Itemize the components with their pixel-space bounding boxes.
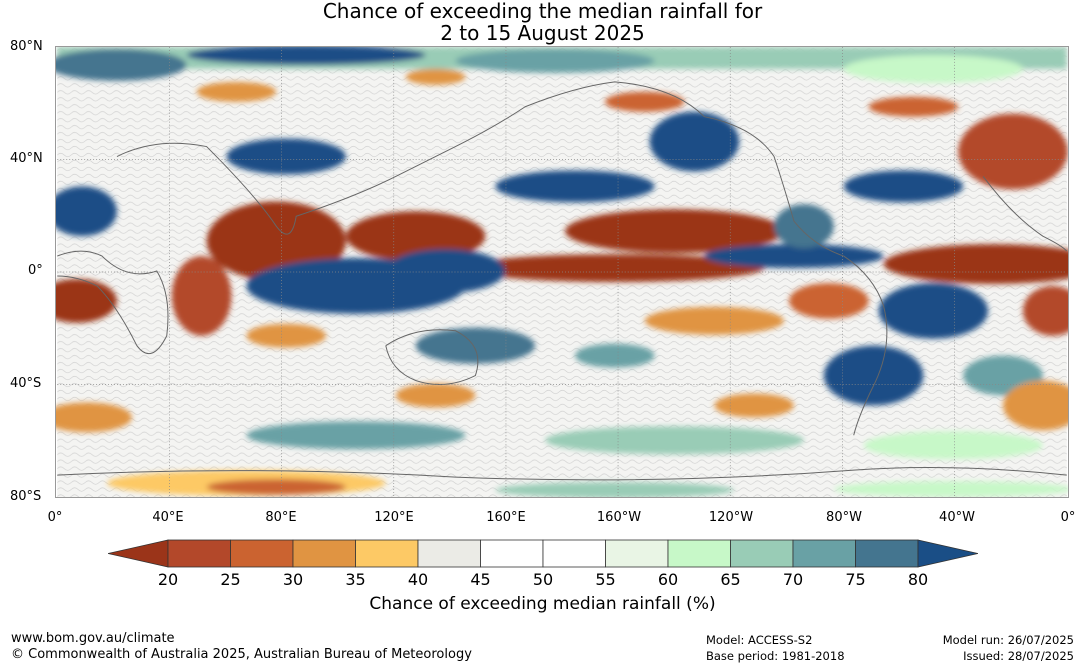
colorbar-cell [855, 539, 919, 568]
base-period: Base period: 1981-2018 [706, 649, 845, 663]
colorbar-tick-label: 50 [532, 570, 554, 589]
lon-label-80e: 80°E [265, 510, 297, 525]
colorbar-tick-label: 60 [657, 570, 679, 589]
colorbar-cell [417, 539, 481, 568]
lon-label-40w: 40°W [939, 510, 975, 525]
colorbar-cell [605, 539, 669, 568]
colorbar-cell [230, 539, 294, 568]
lat-label-40n: 40°N [10, 151, 43, 166]
colorbar-tick-label: 65 [720, 570, 741, 589]
copyright-text: © Commonwealth of Australia 2025, Austra… [11, 647, 472, 662]
colorbar-tick-label: 55 [595, 570, 616, 589]
colorbar-arrow-high [917, 539, 978, 568]
colorbar-tick-label: 75 [845, 570, 866, 589]
lat-label-0: 0° [28, 263, 43, 278]
map-title-line1: Chance of exceeding the median rainfall … [322, 0, 763, 23]
colorbar [108, 539, 978, 568]
rainfall-probability-map [55, 46, 1069, 498]
website-link[interactable]: www.bom.gov.au/climate [11, 631, 175, 646]
colorbar-tick-label: 25 [220, 570, 241, 589]
colorbar-cell [792, 539, 856, 568]
colorbar-tick-label: 20 [157, 570, 179, 589]
lat-label-40s: 40°S [10, 376, 42, 391]
colorbar-tick-label: 35 [345, 570, 366, 589]
lon-label-160e: 160°E [486, 510, 526, 525]
colorbar-tick-label: 45 [470, 570, 491, 589]
colorbar-arrow-low [108, 539, 169, 568]
lat-label-80s: 80°S [10, 489, 42, 504]
colorbar-cell [667, 539, 731, 568]
lon-label-160w: 160°W [596, 510, 642, 525]
colorbar-cell [730, 539, 794, 568]
colorbar-cell [167, 539, 231, 568]
lon-label-120w: 120°W [708, 510, 754, 525]
colorbar-cell [480, 539, 544, 568]
lon-label-0-left: 0° [47, 510, 63, 525]
lon-label-120e: 120°E [374, 510, 414, 525]
colorbar-tick-label: 30 [282, 570, 304, 589]
issued-date: Issued: 28/07/2025 [963, 649, 1074, 663]
lon-label-40e: 40°E [152, 510, 184, 525]
colorbar-cell [542, 539, 606, 568]
lon-label-0-right: 0° [1060, 510, 1076, 525]
colorbar-label: Chance of exceeding median rainfall (%) [369, 594, 716, 614]
map-title-line2: 2 to 15 August 2025 [440, 21, 645, 45]
colorbar-tick-label: 70 [782, 570, 804, 589]
lat-label-80n: 80°N [10, 39, 43, 54]
colorbar-tick-label: 80 [907, 570, 929, 589]
colorbar-tick-label: 40 [407, 570, 429, 589]
model-name: Model: ACCESS-S2 [706, 633, 813, 647]
lon-label-80w: 80°W [826, 510, 862, 525]
colorbar-cell [292, 539, 356, 568]
colorbar-cell [355, 539, 419, 568]
model-run-date: Model run: 26/07/2025 [942, 633, 1074, 647]
